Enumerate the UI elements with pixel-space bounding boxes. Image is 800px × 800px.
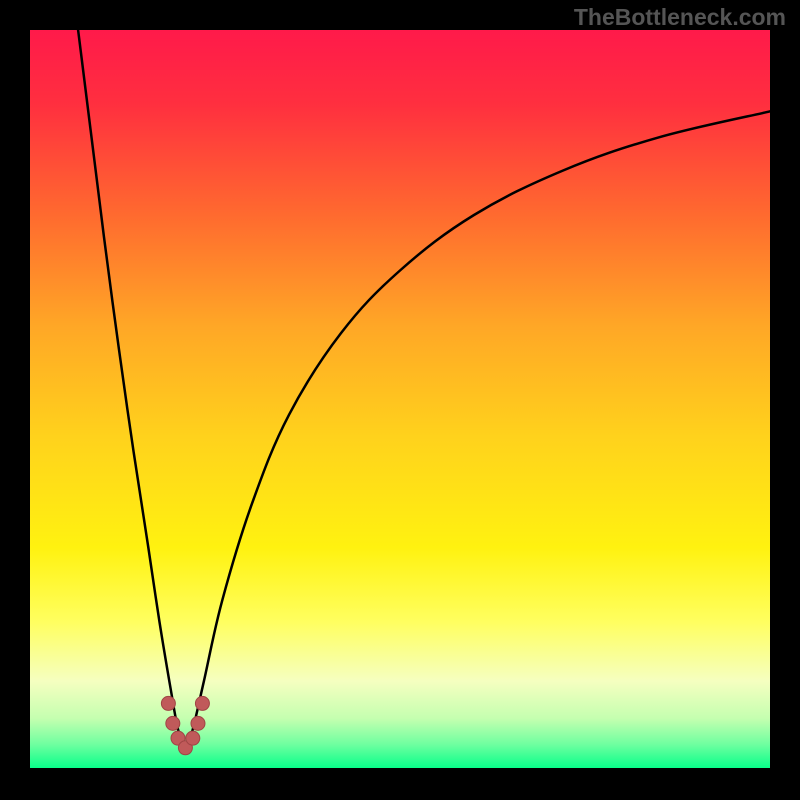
data-marker bbox=[161, 696, 175, 710]
chart-svg bbox=[30, 30, 770, 770]
data-marker bbox=[191, 716, 205, 730]
chart-container: TheBottleneck.com bbox=[0, 0, 800, 800]
gradient-background bbox=[30, 30, 770, 770]
plot-area bbox=[30, 30, 770, 770]
watermark: TheBottleneck.com bbox=[574, 4, 786, 31]
data-marker bbox=[166, 716, 180, 730]
data-marker bbox=[195, 696, 209, 710]
data-marker bbox=[186, 731, 200, 745]
